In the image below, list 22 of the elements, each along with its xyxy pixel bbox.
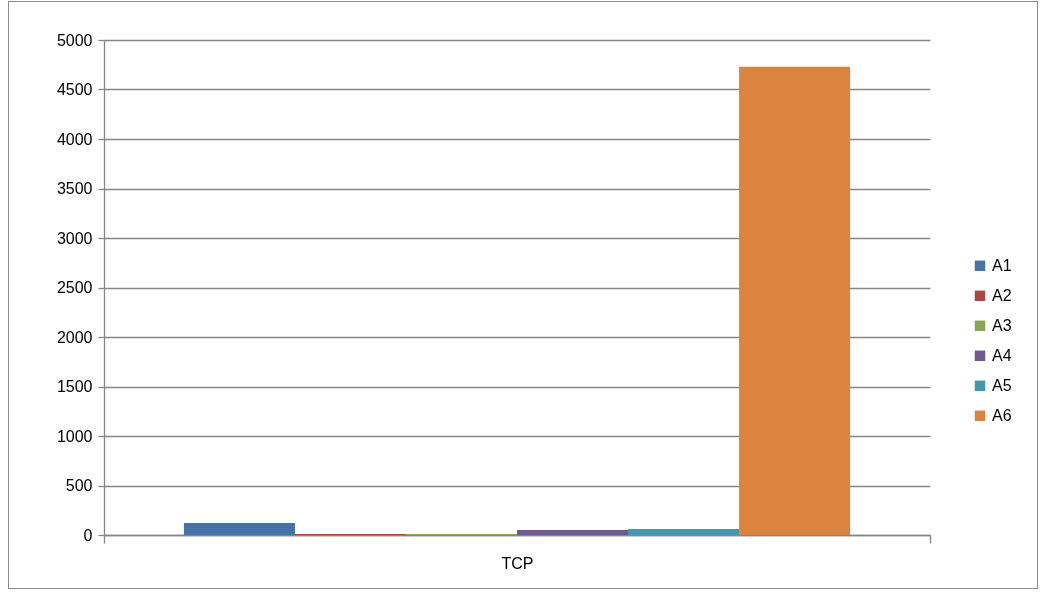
y-tick-label: 500 (65, 477, 93, 494)
y-tick-label: 1500 (56, 378, 93, 395)
bar (628, 529, 740, 535)
legend-label: A2 (992, 286, 1012, 304)
y-tick-label: 2000 (56, 328, 93, 346)
y-tick-label: 3500 (56, 180, 93, 197)
legend-label: A5 (992, 376, 1012, 394)
y-tick-label: 1000 (56, 427, 93, 445)
x-tick-label: TCP (501, 554, 534, 572)
legend-label: A1 (992, 256, 1012, 274)
y-tick-label: 2500 (56, 279, 93, 296)
legend-label: A6 (992, 406, 1012, 424)
y-tick-label: 5000 (56, 31, 93, 49)
legend-label: A4 (992, 346, 1012, 364)
bar (517, 530, 629, 535)
y-tick-label: 4500 (56, 81, 93, 98)
y-tick-label: 3000 (56, 229, 93, 247)
bar (739, 66, 851, 535)
y-tick-label: 0 (83, 526, 93, 544)
legend-label: A3 (992, 316, 1012, 334)
bar (183, 523, 295, 535)
y-tick-label: 4000 (56, 130, 93, 148)
